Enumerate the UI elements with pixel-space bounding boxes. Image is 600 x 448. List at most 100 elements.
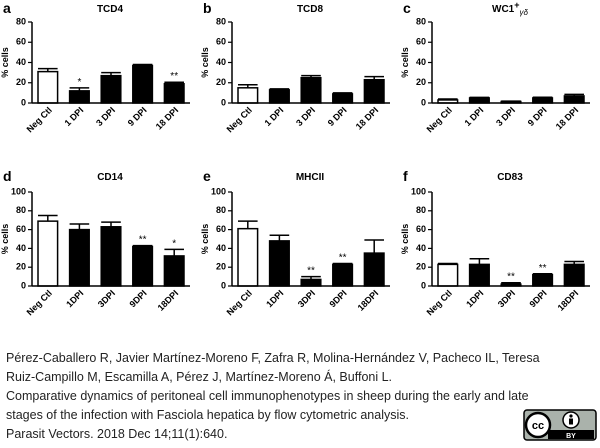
title-subscript: γδ — [520, 8, 529, 17]
x-tick-label: 1 DPI — [463, 105, 486, 128]
y-tick-label: 100 — [411, 186, 426, 196]
y-tick-label: 0 — [21, 280, 26, 290]
significance-label: * — [77, 77, 81, 88]
x-tick-label: Neg Ctl — [225, 288, 254, 317]
x-tick-label: 3DPI — [296, 288, 317, 309]
x-tick-label: 9 DPI — [326, 105, 349, 128]
title-main: WC1 — [492, 4, 515, 15]
chart-title: CD83 — [497, 172, 523, 183]
bar — [563, 263, 585, 287]
y-tick-label: 80 — [416, 205, 426, 215]
y-tick-label: 60 — [16, 224, 26, 234]
x-tick-label: Neg Ctl — [25, 105, 54, 134]
x-tick-label: 18 DPI — [354, 105, 381, 132]
y-tick-label: 40 — [16, 57, 26, 67]
y-tick-label: 40 — [216, 57, 226, 67]
bar — [132, 245, 154, 287]
y-tick-label: 80 — [16, 205, 26, 215]
significance-label: * — [172, 238, 176, 249]
y-axis-label: % cells — [0, 224, 10, 255]
bar — [363, 78, 385, 104]
significance-label: ** — [170, 71, 178, 82]
y-tick-label: 0 — [221, 97, 226, 107]
x-tick-label: 9DPI — [127, 288, 148, 309]
cc-circle — [524, 411, 552, 439]
bar — [37, 220, 59, 287]
bar — [332, 263, 354, 287]
badge-band — [548, 430, 594, 439]
bar — [363, 252, 385, 287]
y-tick-label: 20 — [16, 262, 26, 272]
bar — [332, 93, 354, 104]
citation-line: Parasit Vectors. 2018 Dec 14;11(1):640. — [6, 427, 227, 441]
chart-title: TCD4 — [97, 4, 124, 15]
x-tick-label: 18DPI — [156, 288, 181, 313]
bar — [563, 95, 585, 104]
bar — [68, 228, 90, 287]
y-tick-label: 80 — [16, 16, 26, 26]
title-main: TCD8 — [297, 4, 324, 15]
citation-line: Comparative dynamics of peritoneal cell … — [6, 389, 529, 403]
panel-letter: c — [403, 0, 411, 16]
cc-text: cc — [532, 420, 544, 432]
y-tick-label: 60 — [16, 37, 26, 47]
x-tick-label: 1 DPI — [263, 105, 286, 128]
y-tick-label: 0 — [421, 97, 426, 107]
y-tick-label: 60 — [416, 37, 426, 47]
chart-panel: e MHCII % cells Neg Ctl 1DPI ** 3DPI ** 9DPI 18DP… — [200, 168, 390, 317]
bar — [237, 87, 259, 104]
y-tick-label: 20 — [416, 262, 426, 272]
y-axis-label: % cells — [400, 47, 410, 78]
y-tick-label: 40 — [16, 243, 26, 253]
license-badge: cc BY — [523, 409, 597, 441]
y-tick-label: 60 — [416, 224, 426, 234]
x-tick-label: 3DPI — [496, 288, 517, 309]
citation-line: stages of the infection with Fasciola he… — [6, 408, 409, 422]
chart-title: CD14 — [97, 172, 123, 183]
bar — [68, 90, 90, 104]
citation-line: Pérez-Caballero R, Javier Martínez-Moren… — [6, 351, 540, 365]
y-tick-label: 40 — [416, 57, 426, 67]
y-tick-label: 0 — [221, 280, 226, 290]
bar — [468, 97, 490, 104]
x-tick-label: 9DPI — [527, 288, 548, 309]
bar — [300, 278, 322, 287]
significance-label: ** — [507, 272, 515, 283]
significance-label: ** — [539, 263, 547, 274]
bar — [237, 227, 259, 287]
x-tick-label: 1DPI — [64, 288, 85, 309]
x-tick-label: 1DPI — [464, 288, 485, 309]
bar — [532, 97, 554, 104]
x-tick-label: Neg Ctl — [25, 288, 54, 317]
x-tick-label: 9DPI — [327, 288, 348, 309]
y-tick-label: 80 — [216, 16, 226, 26]
bar — [468, 263, 490, 287]
y-tick-label: 20 — [216, 262, 226, 272]
significance-label: ** — [139, 235, 147, 246]
panel-letter: b — [203, 0, 212, 16]
bar — [437, 263, 459, 287]
chart-title: WC1+γδ — [492, 0, 529, 17]
chart-panel: b TCD8 % cells Neg Ctl 1 DPI 3 DPI 9 DPI 18 DPI… — [200, 0, 390, 134]
bar — [300, 76, 322, 104]
x-tick-label: Neg Ctl — [225, 105, 254, 134]
y-tick-label: 100 — [11, 186, 26, 196]
x-tick-label: 1 DPI — [63, 105, 86, 128]
bar — [163, 83, 185, 104]
x-tick-label: 3 DPI — [294, 105, 317, 128]
y-tick-label: 0 — [21, 97, 26, 107]
panel-letter: a — [3, 0, 11, 16]
y-tick-label: 100 — [211, 186, 226, 196]
title-main: MHCII — [296, 172, 325, 183]
x-tick-label: 3DPI — [96, 288, 117, 309]
y-tick-label: 60 — [216, 37, 226, 47]
chart-panel: c WC1+γδ % cells Neg Ctl 1 DPI 3 DPI 9 DPI 18 D… — [400, 0, 590, 134]
chart-panel: a TCD4 % cells Neg Ctl * 1 DPI 3 DPI 9 DPI ** 18 … — [0, 0, 190, 134]
x-tick-label: 9 DPI — [126, 105, 149, 128]
y-tick-label: 80 — [416, 16, 426, 26]
x-tick-label: 3 DPI — [94, 105, 117, 128]
x-tick-label: 18 DPI — [554, 105, 581, 132]
bar — [532, 273, 554, 287]
